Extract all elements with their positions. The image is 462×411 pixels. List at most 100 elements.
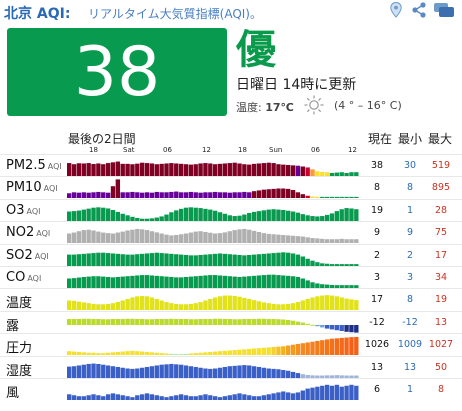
bar-temp	[354, 300, 359, 311]
bar-no2	[86, 229, 91, 244]
bar-wind	[300, 390, 305, 400]
bar-temp	[242, 298, 247, 311]
bar-no2	[125, 230, 130, 244]
temperature-caption: 温度:	[236, 101, 262, 114]
bar-co	[305, 280, 310, 288]
row-separator	[0, 355, 462, 357]
bar-humidity	[125, 368, 130, 378]
bar-pm25	[286, 164, 291, 176]
bar-wind	[140, 394, 145, 400]
bar-wind	[96, 395, 101, 400]
bar-dew	[193, 319, 198, 325]
bar-pressure	[67, 351, 72, 356]
bar-co	[329, 284, 335, 288]
bar-humidity	[256, 366, 262, 378]
row-label-temp[interactable]: 温度	[6, 292, 32, 311]
bar-dew	[227, 318, 232, 325]
bar-pm25	[334, 172, 340, 176]
sparkbar-humidity	[67, 363, 359, 378]
bar-no2	[135, 229, 140, 244]
bar-humidity	[91, 363, 96, 378]
bar-no2	[349, 239, 354, 244]
row-label-so2[interactable]: SO2 AQI	[6, 248, 49, 263]
bar-humidity	[178, 364, 184, 378]
bar-wind	[213, 396, 218, 400]
row-label-pm10[interactable]: PM10 AQI	[6, 180, 58, 195]
bar-co	[300, 278, 305, 288]
bar-pressure	[276, 346, 281, 356]
location-pin-icon[interactable]	[387, 1, 405, 19]
bar-pm10	[344, 197, 349, 199]
row-name: 露	[6, 318, 20, 334]
sparkbar-temp	[67, 295, 359, 311]
bar-pm10	[276, 188, 281, 199]
bar-dew	[232, 319, 237, 325]
bar-pm10	[271, 189, 276, 199]
row-name: NO2	[6, 225, 35, 241]
row-label-no2[interactable]: NO2 AQI	[6, 225, 50, 240]
period-label: 最後の2日間	[68, 132, 136, 146]
bar-temp	[203, 300, 208, 311]
bar-pm25	[217, 163, 223, 176]
share-icon[interactable]	[410, 1, 428, 19]
bar-pressure	[290, 344, 296, 356]
row-label-pm25[interactable]: PM2.5 AQI	[6, 158, 62, 173]
bar-o3	[266, 209, 271, 221]
sparkbar-so2	[67, 251, 359, 266]
bar-pm10	[237, 192, 242, 199]
bar-o3	[213, 210, 218, 221]
update-time: 日曜日 14時に更新	[236, 77, 357, 93]
bar-o3	[154, 217, 159, 221]
bar-co	[154, 275, 159, 288]
row-label-dew[interactable]: 露	[6, 315, 19, 334]
bar-no2	[222, 232, 228, 244]
bar-no2	[159, 233, 164, 244]
bar-temp	[290, 303, 296, 311]
bar-pressure	[310, 341, 315, 356]
current-value: 2	[373, 249, 381, 261]
bar-dew	[315, 324, 320, 326]
bar-co	[169, 276, 174, 288]
bar-o3	[105, 208, 111, 221]
bar-pressure	[281, 346, 286, 356]
row-label-o3[interactable]: O3 AQI	[6, 203, 41, 218]
row-label-wind[interactable]: 風	[6, 382, 19, 401]
row-label-co[interactable]: CO AQI	[6, 270, 41, 285]
bar-o3	[227, 215, 232, 221]
max-value: 19	[434, 294, 448, 306]
bar-temp	[251, 300, 257, 311]
bar-pm10	[115, 179, 121, 199]
bar-pm25	[115, 161, 121, 176]
bar-temp	[154, 299, 159, 311]
bar-pressure	[208, 352, 213, 356]
bar-humidity	[140, 367, 145, 378]
bar-temp	[295, 302, 301, 311]
bar-o3	[164, 214, 169, 221]
bar-pm10	[315, 197, 320, 199]
bar-dew	[183, 318, 189, 325]
chat-icon[interactable]	[433, 1, 455, 19]
bar-so2	[135, 253, 140, 266]
bar-co	[140, 275, 145, 288]
bar-pressure	[135, 351, 140, 356]
bar-so2	[203, 254, 208, 266]
bar-co	[174, 277, 179, 288]
bar-pm10	[154, 192, 159, 199]
max-value: 50	[434, 361, 448, 373]
row-label-pressure[interactable]: 圧力	[6, 337, 32, 356]
bar-wind	[354, 385, 359, 400]
max-value: 519	[431, 160, 451, 171]
bar-so2	[91, 252, 96, 266]
bar-pm10	[242, 192, 247, 199]
bar-o3	[86, 208, 91, 221]
bar-so2	[324, 263, 330, 266]
row-label-humidity[interactable]: 湿度	[6, 360, 32, 379]
bar-dew	[305, 323, 310, 325]
row-unit: AQI	[47, 162, 62, 171]
bar-o3	[174, 210, 179, 221]
row-name: SO2	[6, 247, 33, 263]
bar-wind	[334, 384, 340, 400]
bar-o3	[115, 211, 121, 221]
bar-so2	[125, 254, 130, 266]
bar-o3	[188, 207, 194, 221]
